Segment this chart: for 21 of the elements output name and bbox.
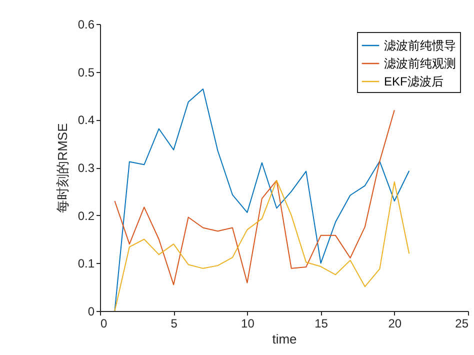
y-tick-label: 0.3 <box>78 161 95 175</box>
legend-label: 滤波前纯惯导 <box>384 38 456 52</box>
y-axis-title: 每时刻的RMSE <box>54 122 70 213</box>
x-tick-label: 10 <box>241 316 255 330</box>
x-tick-label: 15 <box>314 316 328 330</box>
line-series <box>114 88 410 311</box>
y-tick-label: 0.6 <box>78 18 95 32</box>
x-axis-title: time <box>272 332 297 346</box>
y-tick-label: 0 <box>88 304 95 318</box>
y-tick-label: 0.1 <box>78 256 95 271</box>
legend-label: EKF滤波后 <box>384 74 444 88</box>
x-tick-label: 20 <box>388 316 402 330</box>
y-tick-label: 0.4 <box>78 113 95 128</box>
legend-label: 滤波前纯观测 <box>384 56 456 70</box>
x-tick-label: 5 <box>170 316 178 330</box>
y-tick-label: 0.2 <box>78 208 95 223</box>
x-tick-label: 0 <box>100 316 108 330</box>
line-series <box>114 180 410 311</box>
line-series <box>114 110 395 286</box>
x-tick-label: 25 <box>455 316 469 330</box>
y-tick-label: 0.5 <box>78 65 95 80</box>
